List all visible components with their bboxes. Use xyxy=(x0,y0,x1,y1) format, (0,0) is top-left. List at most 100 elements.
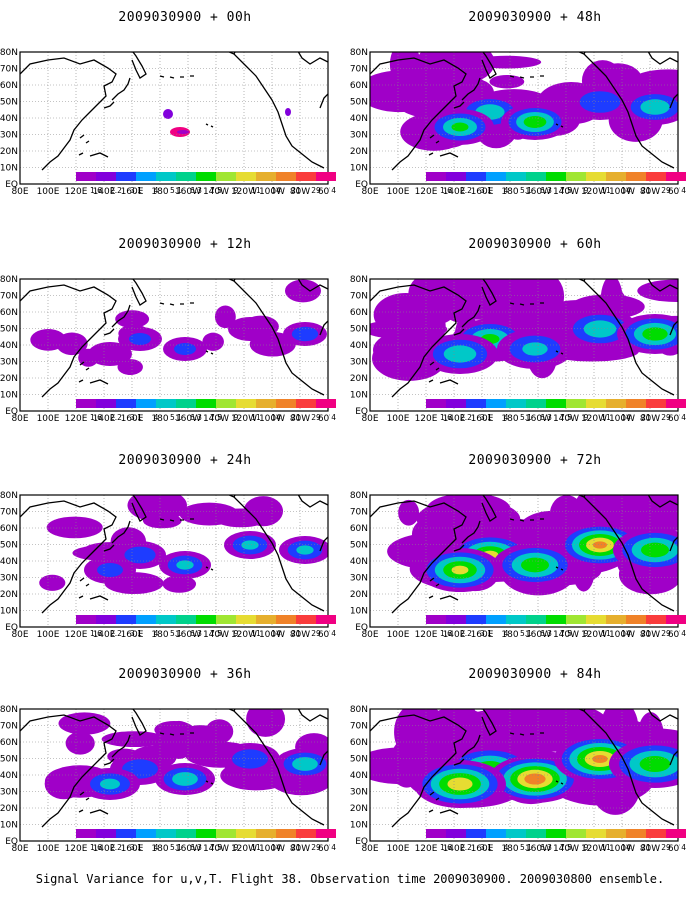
lat-label: EQ xyxy=(355,623,368,633)
variance-contour xyxy=(640,99,670,115)
variance-contour xyxy=(398,499,420,526)
variance-contour xyxy=(100,778,120,790)
colorbar-swatch xyxy=(526,172,547,181)
variance-contour xyxy=(637,279,678,303)
lon-label: 80E xyxy=(11,187,28,197)
lat-label: 40N xyxy=(350,341,368,351)
lon-label: 120W xyxy=(581,414,607,424)
colorbar-swatch xyxy=(666,829,686,838)
colorbar-label: 40 xyxy=(331,186,336,195)
lat-label: 50N xyxy=(350,755,368,765)
colorbar-label: 3.1 xyxy=(130,186,142,195)
colorbar-label: 2.2 xyxy=(460,843,472,852)
colorbar-swatch xyxy=(256,399,277,408)
colorbar-label: 2.2 xyxy=(110,843,122,852)
lat-label: 70N xyxy=(350,65,368,75)
lon-label: 120W xyxy=(581,630,607,640)
lat-label: 60N xyxy=(0,524,18,534)
variance-contour xyxy=(179,502,239,526)
colorbar-label: 29 xyxy=(311,186,321,195)
colorbar-swatch xyxy=(426,172,447,181)
lat-label: 80N xyxy=(0,491,18,501)
colorbar-swatch xyxy=(76,172,97,181)
variance-contour xyxy=(524,773,546,785)
colorbar-swatch xyxy=(446,615,467,624)
lat-label: 10N xyxy=(0,391,18,401)
lat-label: EQ xyxy=(5,623,18,633)
lat-label: 30N xyxy=(0,574,18,584)
colorbar: 1.6 2.2 3.1 4 5.1 6.3 7.5 9 11 14 21 29 40 xyxy=(426,615,686,638)
variance-contour xyxy=(642,327,668,341)
colorbar-swatch xyxy=(526,829,547,838)
lon-label: 100W xyxy=(609,187,635,197)
colorbar-swatch xyxy=(586,172,607,181)
lon-label: 120E xyxy=(415,414,438,424)
lon-label: 80E xyxy=(361,630,378,640)
lat-label: 80N xyxy=(350,491,368,501)
lat-label: 50N xyxy=(0,98,18,108)
variance-contour xyxy=(154,720,195,739)
map-frame xyxy=(19,708,329,842)
colorbar-label: 9 xyxy=(584,413,589,422)
forecast-panel: 2009030900 + 00h 80N 70N 60N 50N 40N 30N 20N 10N… xyxy=(0,10,350,225)
lon-label: 60W xyxy=(668,630,680,640)
colorbar-label: 1.6 xyxy=(440,843,452,852)
colorbar-swatch xyxy=(646,399,667,408)
colorbar-label: 5.1 xyxy=(520,186,532,195)
colorbar-label: 9 xyxy=(584,843,589,852)
colorbar-swatch xyxy=(236,172,257,181)
variance-contour xyxy=(523,116,547,128)
map-frame xyxy=(369,51,679,185)
colorbar-label: 29 xyxy=(311,629,321,638)
colorbar-swatch xyxy=(176,829,197,838)
lon-label: 160W xyxy=(175,414,201,424)
colorbar-swatch xyxy=(506,615,527,624)
lon-label: 60W xyxy=(668,414,680,424)
lon-label: 80W xyxy=(640,187,660,197)
colorbar-swatch xyxy=(176,399,197,408)
lat-label: 40N xyxy=(0,771,18,781)
colorbar-label: 14 xyxy=(271,413,281,422)
colorbar-swatch xyxy=(276,829,297,838)
colorbar-label: 40 xyxy=(331,843,336,852)
lon-label: 180 xyxy=(501,844,518,854)
colorbar-label: 6.3 xyxy=(540,186,552,195)
lon-label: 160E xyxy=(471,187,494,197)
lon-label: 80E xyxy=(11,414,28,424)
map-frame xyxy=(19,278,329,412)
variance-contour xyxy=(443,345,477,363)
colorbar-label: 1.6 xyxy=(90,629,102,638)
lon-label: 160E xyxy=(471,630,494,640)
colorbar-swatch xyxy=(96,399,117,408)
lat-label: EQ xyxy=(355,837,368,847)
variance-contour xyxy=(521,557,549,573)
lat-label: 40N xyxy=(350,557,368,567)
lat-label: 20N xyxy=(0,147,18,157)
lat-label: 60N xyxy=(0,81,18,91)
lon-label: 100E xyxy=(37,630,60,640)
colorbar-swatch xyxy=(426,399,447,408)
colorbar-swatch xyxy=(196,172,217,181)
colorbar-label: 5.1 xyxy=(520,843,532,852)
variance-contour xyxy=(163,109,173,119)
map-frame xyxy=(369,278,679,412)
coastlines xyxy=(20,495,328,614)
lat-label: 80N xyxy=(0,48,18,58)
colorbar-label: 11 xyxy=(601,413,611,422)
colorbar-swatch xyxy=(506,399,527,408)
colorbar-swatch xyxy=(276,399,297,408)
colorbar-label: 4 xyxy=(504,843,509,852)
colorbar: 1.6 2.2 3.1 4 5.1 6.3 7.5 9 11 14 21 29 40 xyxy=(426,172,686,195)
lon-label: 60W xyxy=(668,844,680,854)
lat-label: 50N xyxy=(350,541,368,551)
lon-label: 140W xyxy=(553,630,579,640)
panel-title: 2009030900 + 12h xyxy=(118,237,252,252)
lon-label: 100E xyxy=(37,844,60,854)
lon-label: 80E xyxy=(361,187,378,197)
forecast-panel: 2009030900 + 36h 80N 70N 60N 50N 40N 30N 20N 10N… xyxy=(0,667,350,882)
lon-label: 100E xyxy=(387,414,410,424)
colorbar-label: 4 xyxy=(154,413,159,422)
